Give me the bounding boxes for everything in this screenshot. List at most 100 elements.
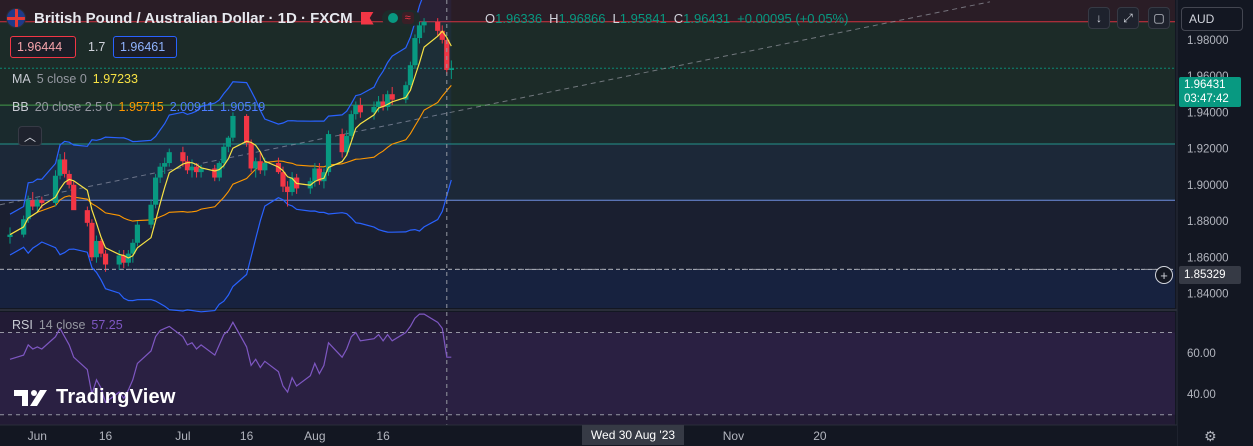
candle-body <box>325 134 332 173</box>
crosshair-date-tag: Wed 30 Aug '23 <box>582 425 684 445</box>
rsi-band-fill <box>0 332 1175 415</box>
candle-body <box>253 161 259 169</box>
zone-bottom <box>0 269 1175 308</box>
time-tick-label: 20 <box>813 429 827 443</box>
candle-body <box>162 163 168 167</box>
scroll-down-button[interactable]: ↓ <box>1088 7 1110 29</box>
candle-body <box>180 152 186 162</box>
trend-line <box>0 1 991 206</box>
price-tick-label: 1.84000 <box>1187 289 1229 301</box>
collapse-legend-button[interactable]: ︿ <box>18 126 42 146</box>
candle-body <box>189 166 195 171</box>
time-tick-label: Jul <box>175 429 190 443</box>
time-tick-label: 16 <box>376 429 390 443</box>
ma-line <box>9 30 452 259</box>
candle-body <box>403 85 409 100</box>
ma-label: MA <box>12 72 31 86</box>
bb-lower-line <box>9 179 452 313</box>
candle-body <box>280 172 286 187</box>
restore-icon: ▢ <box>1153 11 1165 25</box>
price-tick-label: 1.86000 <box>1187 252 1229 264</box>
candle-body <box>52 175 59 203</box>
restore-button[interactable]: ▢ <box>1148 7 1170 29</box>
candle-body <box>257 161 263 171</box>
candle-body <box>34 200 40 207</box>
bb-legend[interactable]: BB 20 close 2.5 0 1.95715 2.00911 1.9051… <box>12 100 265 114</box>
candle-body <box>30 200 36 207</box>
bar-countdown: 03:47:42 <box>1184 93 1229 105</box>
price-tick-label: 1.94000 <box>1187 107 1229 119</box>
candle-body <box>98 240 104 254</box>
tradingview-logo-text: TradingView <box>56 386 176 408</box>
buy-price-button[interactable]: 1.96461 <box>113 36 177 58</box>
plus-circle-icon[interactable]: + <box>1155 266 1173 284</box>
candle-body <box>102 253 109 265</box>
ma-params: 5 close 0 <box>36 72 87 86</box>
candle-body <box>157 166 163 178</box>
candle-body <box>380 101 386 107</box>
price-tick-label: 1.90000 <box>1187 180 1229 192</box>
candle-body <box>198 168 204 173</box>
candle-body <box>93 240 100 258</box>
rsi-params: 14 close <box>38 318 86 332</box>
symbol-header[interactable]: British Pound / Australian Dollar · 1D ·… <box>6 8 420 28</box>
last-price-tag: 1.96431 03:47:42 <box>1179 77 1241 107</box>
ma-value: 1.97233 <box>92 72 138 86</box>
rsi-legend[interactable]: RSI 14 close 57.25 <box>12 318 123 332</box>
bb-basis-value: 1.95715 <box>118 100 164 114</box>
candle-body <box>348 114 354 136</box>
candle-body <box>193 166 200 173</box>
candle-body <box>316 168 322 182</box>
tradingview-logo[interactable]: TradingView <box>14 386 176 409</box>
candle-body <box>121 255 127 263</box>
ohlc-change: +0.00095 (+0.05%) <box>737 11 849 26</box>
crosshair-price-tag: 1.85329 <box>1179 266 1241 284</box>
candle-body <box>289 177 295 193</box>
chevron-up-icon: ︿ <box>23 129 36 144</box>
sell-price-button[interactable]: 1.96444 <box>10 36 76 58</box>
bb-upper-value: 2.00911 <box>169 100 214 114</box>
candle-body <box>84 210 90 223</box>
rsi-label: RSI <box>12 318 33 332</box>
candle-body <box>148 204 154 225</box>
wave-icon: ≈ <box>401 12 414 24</box>
candle-body <box>62 159 68 174</box>
time-tick-label: Nov <box>723 429 744 443</box>
candle-body <box>130 242 136 254</box>
ma-legend[interactable]: MA 5 close 0 1.97233 <box>12 72 138 86</box>
candle-body <box>435 21 441 31</box>
last-price-value: 1.96431 <box>1184 79 1226 91</box>
bb-params: 20 close 2.5 0 <box>34 100 113 114</box>
candle-body <box>212 168 218 178</box>
candle-body <box>230 115 236 138</box>
currency-selector[interactable]: AUD <box>1181 7 1243 31</box>
time-tick-label: 16 <box>99 429 113 443</box>
candle-body <box>116 255 122 265</box>
price-tick-label: 1.88000 <box>1187 216 1229 228</box>
candle-body <box>166 152 172 164</box>
candle-body <box>353 105 359 115</box>
ohlc-readout: O1.96336 H1.96866 L1.95841 C1.96431 +0.0… <box>485 11 848 26</box>
candle-body <box>153 177 159 205</box>
zone-upper <box>0 21 1175 106</box>
candle-body <box>7 234 13 237</box>
ohlc-open: O1.96336 <box>485 11 543 26</box>
bb-lower-value: 1.90519 <box>219 100 266 114</box>
candle-body <box>344 135 350 153</box>
candle-body <box>248 143 254 169</box>
candle-body <box>262 163 268 171</box>
candle-body <box>339 134 345 153</box>
price-tick-label: 1.92000 <box>1187 144 1229 156</box>
candle-body <box>216 163 222 178</box>
symbol-title[interactable]: British Pound / Australian Dollar · 1D ·… <box>34 9 353 27</box>
gear-icon[interactable]: ⚙ <box>1204 428 1217 444</box>
candle-body <box>444 39 450 70</box>
candle-body <box>421 21 427 26</box>
market-status-pill[interactable]: ≈ <box>381 10 420 26</box>
candle-body <box>375 101 382 107</box>
zone-top <box>0 0 1175 22</box>
fullscreen-button[interactable]: ⤢ <box>1117 7 1139 29</box>
market-flag-icon[interactable] <box>360 11 374 25</box>
